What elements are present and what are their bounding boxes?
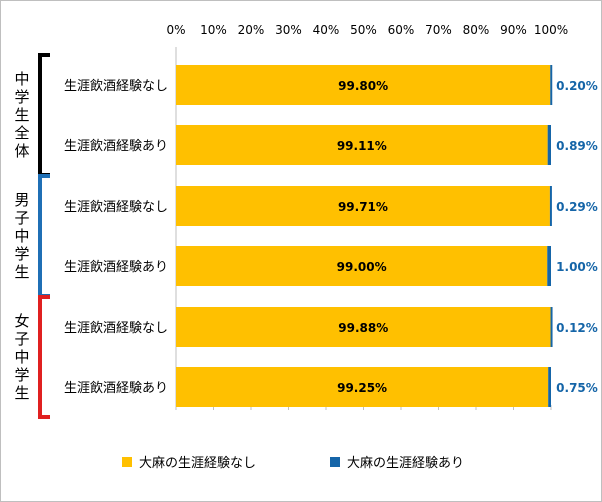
x-tick-label: 20% [238, 23, 265, 37]
legend-swatch-no-cannabis [122, 457, 132, 467]
category-label: 生涯飲酒経験なし [64, 320, 168, 336]
group-label: 男子中学生 [14, 191, 29, 281]
data-label-no-cannabis: 99.25% [337, 381, 387, 395]
group-bracket [38, 295, 50, 419]
legend-label-no-cannabis: 大麻の生涯経験なし [139, 456, 256, 471]
category-label: 生涯飲酒経験あり [64, 138, 168, 154]
x-tick-label: 70% [425, 23, 452, 37]
data-label-cannabis: 0.89% [556, 139, 598, 153]
bar-no-cannabis [176, 186, 550, 226]
x-tick-label: 50% [350, 23, 377, 37]
data-label-cannabis: 0.20% [556, 79, 598, 93]
bar-cannabis [550, 307, 553, 347]
x-tick-label: 0% [166, 23, 185, 37]
data-label-cannabis: 1.00% [556, 260, 598, 274]
x-tick-label: 90% [500, 23, 527, 37]
bar-no-cannabis [176, 65, 551, 105]
x-tick-label: 10% [200, 23, 227, 37]
x-tick-label: 80% [463, 23, 490, 37]
data-label-no-cannabis: 99.88% [338, 321, 388, 335]
x-tick-label: 60% [388, 23, 415, 37]
bar-cannabis [547, 125, 551, 165]
x-tick-label: 40% [313, 23, 340, 37]
group-bracket [38, 174, 50, 298]
bar-no-cannabis [176, 246, 548, 286]
group-bracket [38, 53, 50, 177]
group-label: 女子中学生 [14, 312, 29, 402]
category-label: 生涯飲酒経験あり [64, 259, 168, 275]
bar-cannabis [547, 246, 551, 286]
data-label-no-cannabis: 99.80% [338, 79, 388, 93]
x-tick-label: 30% [275, 23, 302, 37]
legend-label-cannabis: 大麻の生涯経験あり [347, 456, 464, 471]
legend-swatch-cannabis [330, 457, 340, 467]
data-label-cannabis: 0.12% [556, 321, 598, 335]
category-label: 生涯飲酒経験あり [64, 380, 168, 396]
data-label-cannabis: 0.75% [556, 381, 598, 395]
bar-no-cannabis [176, 307, 551, 347]
data-label-no-cannabis: 99.11% [337, 139, 387, 153]
bar-cannabis [549, 186, 552, 226]
group-label: 中学生全体 [14, 70, 29, 160]
data-label-no-cannabis: 99.00% [337, 260, 387, 274]
bar-cannabis [548, 367, 551, 407]
bar-no-cannabis [176, 367, 549, 407]
x-tick-label: 100% [534, 23, 568, 37]
bar-no-cannabis [176, 125, 548, 165]
data-label-cannabis: 0.29% [556, 200, 598, 214]
category-label: 生涯飲酒経験なし [64, 78, 168, 94]
data-label-no-cannabis: 99.71% [338, 200, 388, 214]
bar-cannabis [550, 65, 553, 105]
category-label: 生涯飲酒経験なし [64, 199, 168, 215]
